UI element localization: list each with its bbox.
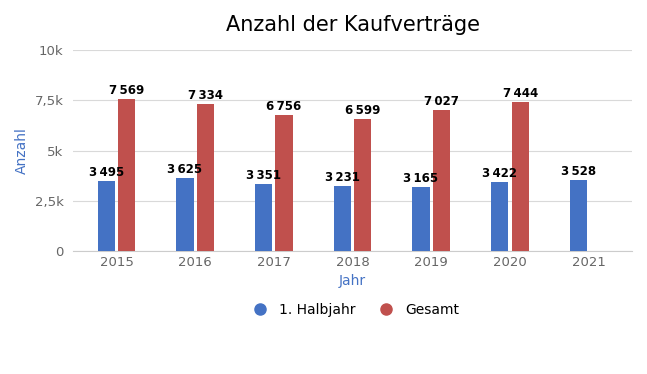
- Bar: [118, 99, 135, 251]
- X-axis label: Jahr: Jahr: [339, 274, 366, 288]
- Text: 3 422: 3 422: [482, 167, 517, 180]
- Bar: [433, 110, 450, 251]
- Text: 3 231: 3 231: [325, 171, 360, 184]
- Y-axis label: Anzahl: Anzahl: [15, 127, 29, 174]
- Text: 3 495: 3 495: [89, 166, 124, 179]
- Text: 6 756: 6 756: [267, 100, 302, 113]
- Bar: [570, 180, 587, 251]
- Bar: [491, 182, 509, 251]
- Bar: [197, 104, 214, 251]
- Bar: [176, 178, 193, 251]
- Bar: [334, 186, 351, 251]
- Text: 6 599: 6 599: [345, 104, 380, 117]
- Bar: [276, 116, 292, 251]
- Text: 3 165: 3 165: [404, 172, 439, 185]
- Bar: [512, 102, 529, 251]
- Text: 3 351: 3 351: [246, 169, 281, 181]
- Bar: [412, 187, 430, 251]
- Text: 7 027: 7 027: [424, 95, 459, 108]
- Text: 7 334: 7 334: [188, 89, 223, 102]
- Bar: [255, 184, 272, 251]
- Legend: 1. Halbjahr, Gesamt: 1. Halbjahr, Gesamt: [240, 298, 465, 323]
- Text: 3 528: 3 528: [561, 165, 596, 178]
- Text: 3 625: 3 625: [168, 163, 203, 176]
- Text: 7 569: 7 569: [109, 84, 144, 97]
- Text: 7 444: 7 444: [503, 87, 538, 99]
- Bar: [354, 119, 371, 251]
- Title: Anzahl der Kaufverträge: Anzahl der Kaufverträge: [226, 15, 479, 35]
- Bar: [98, 181, 115, 251]
